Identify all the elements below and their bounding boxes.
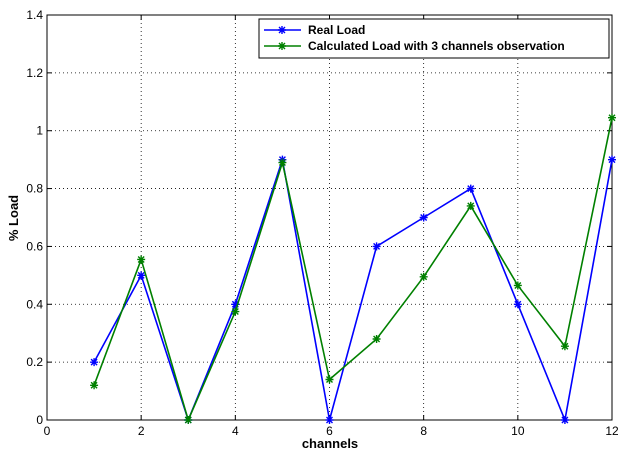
y-tick-label: 0.4 xyxy=(26,297,43,311)
data-point-real-load-shape xyxy=(231,300,240,309)
data-point-real-load xyxy=(608,155,616,164)
series-calculated-load xyxy=(90,113,616,424)
data-point-calculated-load-shape xyxy=(372,335,381,343)
data-point-calculated-load-shape xyxy=(325,375,334,384)
series-layer xyxy=(90,113,616,424)
data-point-calculated-load xyxy=(608,113,616,122)
data-point-calculated-load xyxy=(466,201,475,210)
data-point-real-load xyxy=(419,213,428,222)
x-tick-label: 2 xyxy=(138,424,145,438)
legend-star-real-load xyxy=(278,26,286,34)
data-point-real-load-shape xyxy=(325,416,334,424)
series-line-calculated-load xyxy=(93,117,613,423)
legend: Real Load Calculated Load with 3 channel… xyxy=(258,18,610,59)
grid xyxy=(47,15,612,420)
x-tick-label: 10 xyxy=(511,424,525,438)
y-tick-label: 1.4 xyxy=(26,8,43,22)
y-tick-label: 0.2 xyxy=(26,355,43,369)
data-point-real-load-shape xyxy=(513,300,522,309)
series-line-real-load xyxy=(93,159,613,423)
data-point-calculated-load xyxy=(325,375,334,384)
data-point-calculated-load xyxy=(184,416,193,424)
y-tick-label: 0 xyxy=(36,413,43,427)
data-point-real-load-shape xyxy=(419,213,428,222)
series-real-load xyxy=(90,155,616,424)
data-point-real-load-shape xyxy=(137,271,146,280)
data-point-calculated-load-shape xyxy=(278,158,287,167)
y-tick-label: 0.6 xyxy=(26,239,43,253)
x-tick-label: 6 xyxy=(326,424,333,438)
data-point-calculated-load-shape xyxy=(419,272,428,281)
legend-label-real-load: Real Load xyxy=(308,23,365,37)
y-tick-labels: 0 0.2 0.4 0.6 0.8 1 1.2 1.4 xyxy=(26,8,43,427)
data-point-real-load-shape xyxy=(608,155,616,164)
data-point-calculated-load-shape xyxy=(466,201,475,210)
y-tick-label: 1.2 xyxy=(26,66,43,80)
data-point-real-load xyxy=(372,242,381,251)
y-tick-label: 0.8 xyxy=(26,182,43,196)
data-point-real-load xyxy=(137,271,146,280)
data-point-calculated-load xyxy=(560,342,569,351)
legend-star-real-load-shape xyxy=(278,26,286,34)
data-point-calculated-load xyxy=(278,158,287,167)
data-point-real-load-shape xyxy=(372,242,381,251)
legend-marker-calculated-load xyxy=(278,42,286,50)
data-point-real-load xyxy=(466,184,475,193)
legend-box xyxy=(258,18,610,59)
data-point-real-load-shape xyxy=(560,416,569,424)
data-point-calculated-load xyxy=(90,381,99,390)
data-point-calculated-load-shape xyxy=(90,381,99,390)
x-axis-title: channels xyxy=(302,436,358,451)
data-point-real-load xyxy=(560,416,569,424)
data-point-real-load xyxy=(231,300,240,309)
data-point-calculated-load-shape xyxy=(137,255,146,264)
y-axis-title: % Load xyxy=(6,195,21,241)
data-point-calculated-load xyxy=(513,281,522,290)
y-tick-label: 1 xyxy=(36,124,43,138)
data-point-real-load xyxy=(325,416,334,424)
data-point-calculated-load-shape xyxy=(231,307,240,316)
data-point-calculated-load-shape xyxy=(184,416,193,424)
data-point-real-load xyxy=(90,358,99,367)
x-tick-label: 0 xyxy=(44,424,51,438)
x-tick-label: 4 xyxy=(232,424,239,438)
data-point-real-load-shape xyxy=(466,184,475,193)
data-point-calculated-load xyxy=(372,335,381,343)
data-point-calculated-load-shape xyxy=(513,281,522,290)
data-point-calculated-load xyxy=(419,272,428,281)
data-point-calculated-load xyxy=(231,307,240,316)
data-point-real-load xyxy=(513,300,522,309)
data-point-calculated-load-shape xyxy=(560,342,569,351)
legend-star-calculated-load xyxy=(278,42,286,50)
x-tick-labels: 0 2 4 6 8 10 12 xyxy=(44,424,618,438)
data-point-calculated-load-shape xyxy=(608,113,616,122)
legend-marker-real-load xyxy=(278,26,286,34)
legend-label-calculated-load: Calculated Load with 3 channels observat… xyxy=(308,39,565,53)
legend-star-calculated-load-shape xyxy=(278,42,286,50)
x-tick-label: 8 xyxy=(420,424,427,438)
data-point-real-load-shape xyxy=(90,358,99,367)
data-point-calculated-load xyxy=(137,255,146,264)
x-tick-label: 12 xyxy=(605,424,618,438)
